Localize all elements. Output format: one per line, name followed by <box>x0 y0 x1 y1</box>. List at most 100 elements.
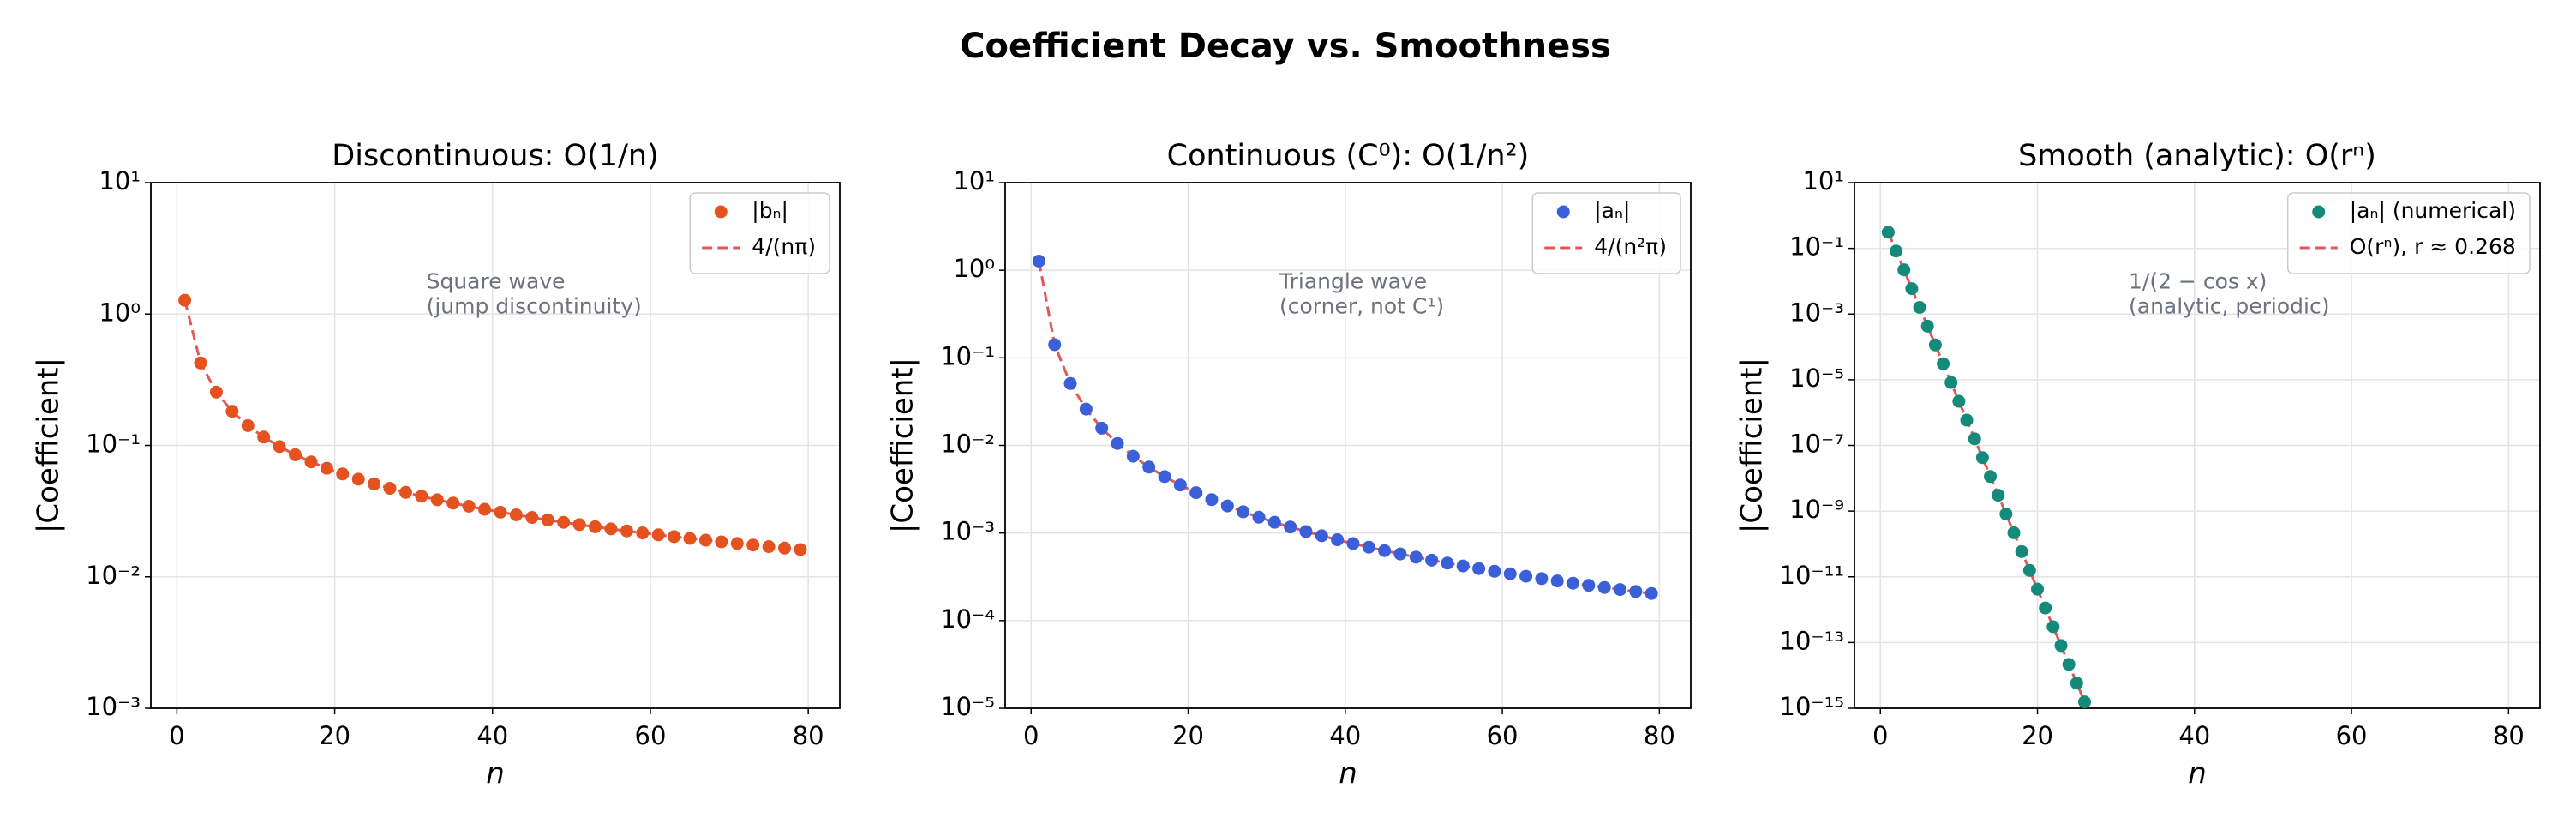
data-point <box>1126 449 1140 463</box>
data-point <box>1252 510 1266 524</box>
legend-label: 4/(n²π) <box>1594 234 1667 259</box>
y-tick-label: 10⁰ <box>953 254 995 283</box>
data-point <box>1315 529 1328 543</box>
data-point <box>730 537 744 550</box>
legend-box <box>2287 192 2531 274</box>
y-tick-label: 10⁻⁵ <box>940 692 995 721</box>
data-point <box>1393 547 1407 561</box>
data-point <box>1960 413 1974 427</box>
data-point <box>1205 493 1219 507</box>
data-point <box>1378 544 1392 557</box>
data-point <box>1189 486 1203 500</box>
x-tick-label: 80 <box>2493 721 2525 750</box>
data-point <box>1331 533 1345 547</box>
data-point <box>1032 254 1045 268</box>
x-tick-label: 40 <box>476 721 508 750</box>
x-tick-label: 60 <box>2336 721 2368 750</box>
y-tick-label: 10¹ <box>953 166 995 195</box>
y-tick-label: 10⁻³ <box>86 692 141 721</box>
data-point <box>1920 319 1934 333</box>
data-point <box>557 515 571 529</box>
legend: |bₙ| 4/(nπ) <box>689 192 830 274</box>
data-point <box>1488 564 1501 578</box>
data-point <box>398 485 412 499</box>
data-point <box>430 493 444 507</box>
annotation: (jump discontinuity) <box>427 293 642 318</box>
y-tick-label: 10⁻⁹ <box>1789 495 1844 524</box>
y-tick-label: 10⁻¹ <box>1789 232 1844 262</box>
legend: |aₙ| 4/(n²π) <box>1531 192 1681 274</box>
data-point <box>2046 620 2060 634</box>
subplot: 0 20 40 60 80 10⁻⁵ 10⁻⁴ 10⁻³ 10⁻² 10⁻¹ 10⁰ 10¹ Conti… <box>886 139 1692 791</box>
x-tick-label: 80 <box>793 721 824 750</box>
chart-title: Smooth (analytic): O(rⁿ) <box>2018 139 2376 173</box>
data-point <box>178 293 192 307</box>
x-tick-label: 20 <box>2022 721 2053 750</box>
data-point <box>1425 553 1439 567</box>
data-point <box>209 385 223 399</box>
data-point <box>2077 695 2091 709</box>
data-point <box>1881 226 1895 239</box>
legend-swatch <box>2312 205 2326 219</box>
data-point <box>698 533 712 547</box>
data-point <box>636 526 650 540</box>
data-point <box>778 541 792 555</box>
data-point <box>1063 376 1077 390</box>
data-point <box>762 540 776 554</box>
data-point <box>1644 586 1658 600</box>
annotation: (analytic, periodic) <box>2129 293 2329 318</box>
data-point <box>1968 432 1981 446</box>
data-point <box>1567 576 1580 590</box>
data-point <box>589 520 602 533</box>
y-tick-label: 10⁻³ <box>940 517 995 546</box>
legend-label: 4/(nπ) <box>752 234 816 259</box>
y-tick-label: 10⁻⁵ <box>1789 364 1844 393</box>
data-point <box>1441 556 1454 570</box>
annotation: (corner, not C¹) <box>1279 293 1444 318</box>
data-point <box>1299 525 1313 538</box>
data-point <box>320 461 333 475</box>
data-point <box>1158 470 1171 484</box>
data-point <box>1629 585 1643 598</box>
data-point <box>604 522 618 536</box>
data-point <box>1346 537 1360 550</box>
annotation: Triangle wave <box>1279 268 1427 293</box>
data-point <box>715 535 728 549</box>
data-point <box>1409 550 1423 564</box>
data-point <box>1079 402 1093 416</box>
data-point <box>1992 489 2005 502</box>
data-point <box>1928 338 1942 352</box>
data-point <box>525 511 539 525</box>
data-point <box>2039 601 2052 615</box>
data-point <box>1142 460 1156 474</box>
y-tick-label: 10⁻³ <box>1789 298 1844 327</box>
legend-swatch <box>714 205 728 219</box>
fit-line <box>183 299 801 551</box>
data-point <box>572 518 586 532</box>
data-point <box>368 477 381 490</box>
y-tick-label: 10¹ <box>99 166 141 195</box>
data-point <box>1897 263 1911 277</box>
y-axis-label: |Coefficient| <box>32 358 66 533</box>
data-point <box>1095 421 1109 435</box>
data-point <box>351 472 365 486</box>
data-point <box>225 405 239 418</box>
data-point <box>1905 282 1919 296</box>
legend-label: |aₙ| (numerical) <box>2350 198 2516 223</box>
subplot: 0 20 40 60 80 10⁻³ 10⁻² 10⁻¹ 10⁰ 10¹ Discontinuous… <box>32 139 841 791</box>
data-point <box>1519 569 1533 583</box>
data-point <box>1975 451 1989 465</box>
legend-swatch <box>1556 205 1570 219</box>
data-point <box>2015 544 2028 558</box>
legend-label: |bₙ| <box>752 198 788 223</box>
y-axis-label: |Coefficient| <box>1735 358 1770 533</box>
annotation: 1/(2 − cos x) <box>2129 268 2267 293</box>
data-point <box>2031 582 2045 596</box>
chart-title: Discontinuous: O(1/n) <box>332 139 658 173</box>
data-point <box>1237 505 1250 519</box>
annotation: Square wave <box>427 268 566 293</box>
data-point <box>494 505 507 519</box>
data-point <box>2054 639 2068 653</box>
x-tick-label: 40 <box>2178 721 2210 750</box>
